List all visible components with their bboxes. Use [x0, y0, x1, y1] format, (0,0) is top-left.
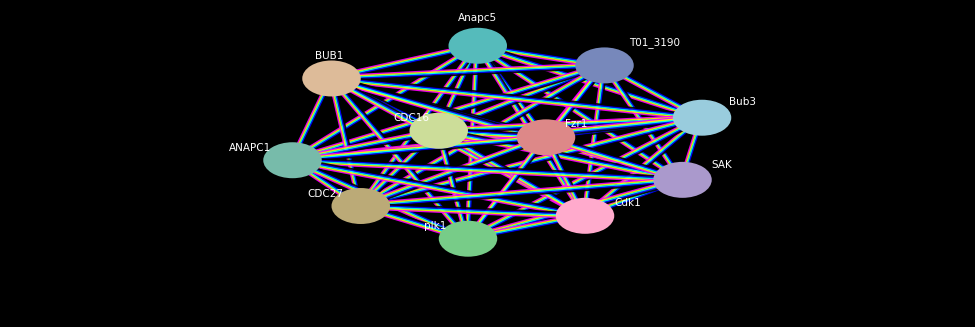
Ellipse shape — [448, 28, 507, 64]
Ellipse shape — [653, 162, 712, 198]
Text: SAK: SAK — [712, 161, 732, 170]
Text: Fzr1: Fzr1 — [566, 119, 588, 129]
Text: CDC27: CDC27 — [307, 189, 343, 198]
Ellipse shape — [302, 60, 361, 96]
Ellipse shape — [517, 119, 575, 155]
Text: ANAPC1: ANAPC1 — [229, 143, 271, 153]
Text: Bub3: Bub3 — [729, 97, 757, 107]
Ellipse shape — [556, 198, 614, 234]
Text: Cdk1: Cdk1 — [614, 198, 641, 208]
Ellipse shape — [575, 47, 634, 83]
Ellipse shape — [263, 142, 322, 178]
Ellipse shape — [410, 113, 468, 149]
Text: BUB1: BUB1 — [315, 51, 343, 60]
Text: CDC16: CDC16 — [393, 113, 429, 123]
Text: plk1: plk1 — [424, 221, 447, 231]
Text: Anapc5: Anapc5 — [458, 13, 497, 23]
Text: T01_3190: T01_3190 — [629, 37, 680, 48]
Ellipse shape — [332, 188, 390, 224]
Ellipse shape — [673, 100, 731, 136]
Ellipse shape — [439, 221, 497, 257]
